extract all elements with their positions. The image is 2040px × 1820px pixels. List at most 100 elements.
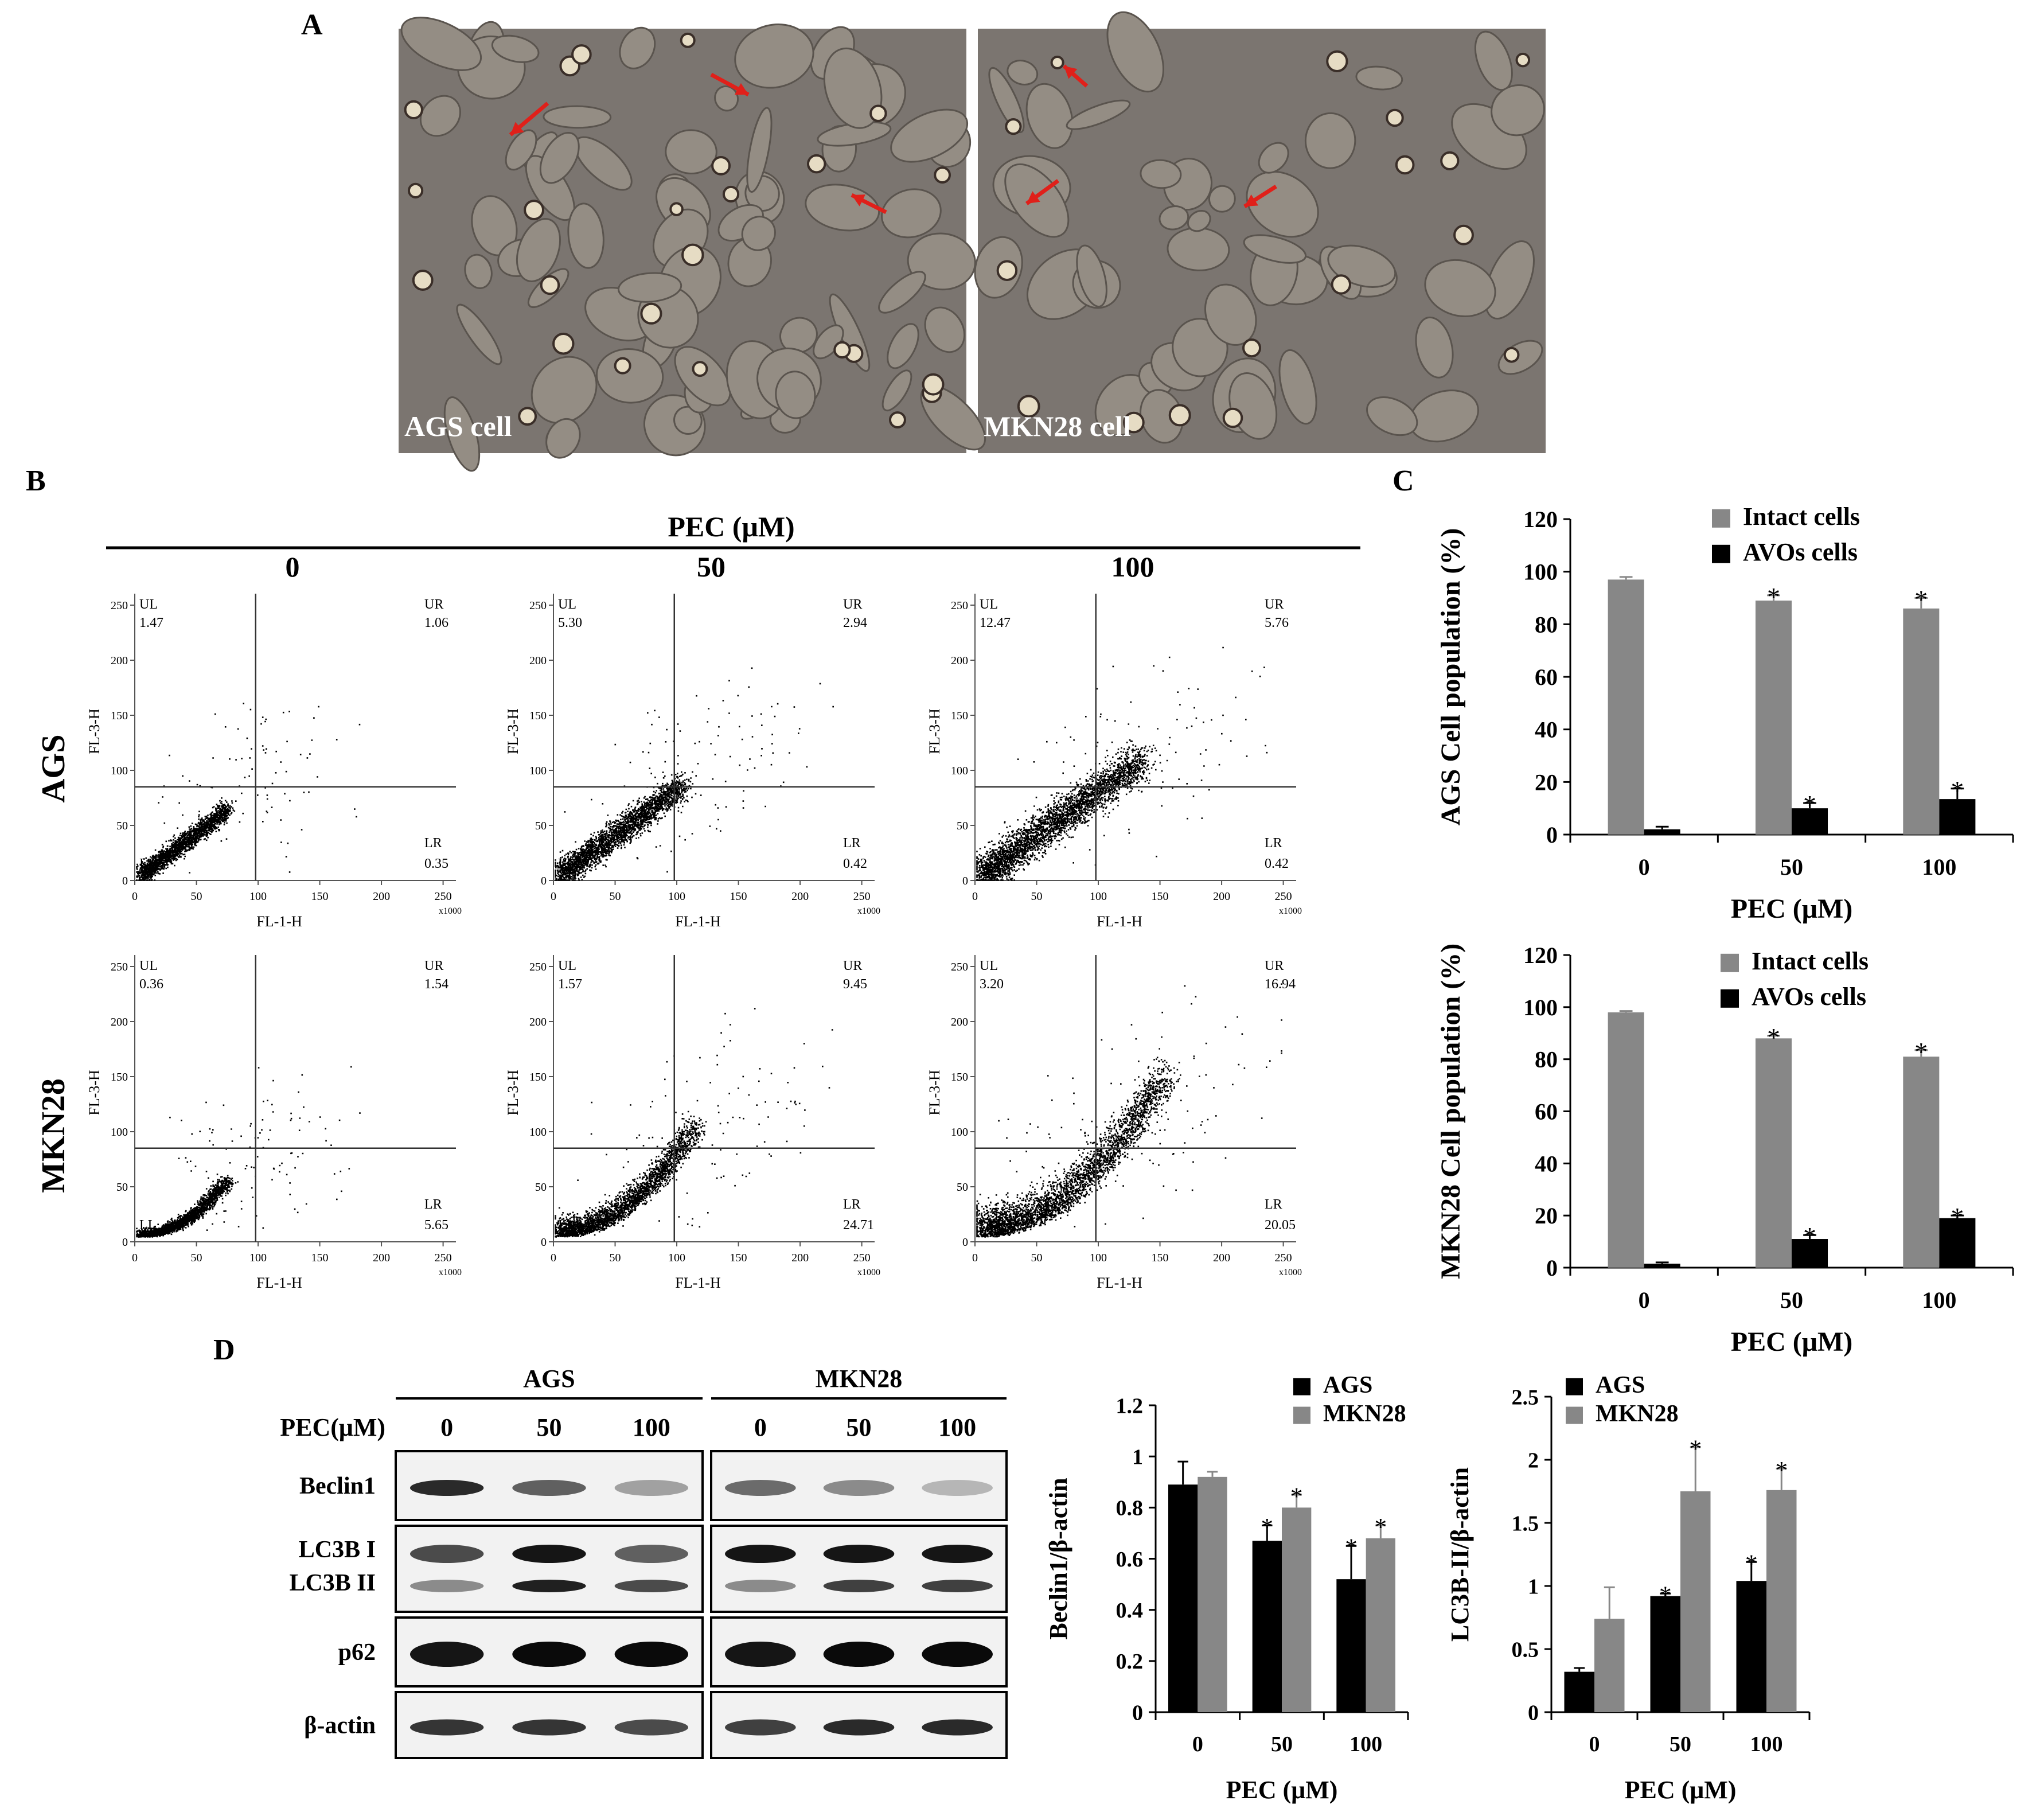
y-tick-label: 100 xyxy=(111,1126,128,1139)
quadrant-ll-label: LL xyxy=(139,1218,156,1233)
x-tick-label: 250 xyxy=(1275,890,1292,903)
quadrant-lr-value: 0.42 xyxy=(843,856,867,871)
quadrant-ur-label: UR xyxy=(1265,958,1284,973)
arrow-head xyxy=(1064,66,1078,79)
quadrant-ul-label: UL xyxy=(139,597,158,612)
adherent-cell xyxy=(746,107,773,193)
x-axis-label: FL-1-H xyxy=(256,1275,302,1291)
significance-marker: * xyxy=(1290,1483,1303,1510)
adherent-cell xyxy=(881,369,912,412)
rounded-cell xyxy=(1005,118,1022,135)
legend-label: MKN28 xyxy=(1596,1401,1679,1427)
rounded-cell xyxy=(888,411,906,429)
quadrant-lr-label: LR xyxy=(843,1197,861,1212)
rounded-cell xyxy=(524,200,544,220)
y-tick-label: 0 xyxy=(541,1236,547,1249)
y-tick-label: 2 xyxy=(1528,1448,1539,1472)
legend-swatch xyxy=(1721,989,1739,1008)
x-tick-label: 150 xyxy=(730,890,747,903)
blot-band xyxy=(409,1642,484,1667)
quadrant-ur-value: 16.94 xyxy=(1265,977,1296,992)
adherent-cell xyxy=(1246,170,1319,238)
x-axis-label: PEC (μM) xyxy=(1625,1776,1737,1804)
x-tick-label: 250 xyxy=(853,890,871,903)
quadrant-ur-label: UR xyxy=(424,597,443,612)
y-tick-label: 100 xyxy=(1523,995,1558,1020)
bar xyxy=(1282,1507,1312,1712)
rounded-cell xyxy=(1395,155,1415,175)
quadrant-ul-label: UL xyxy=(558,958,576,973)
adherent-cell xyxy=(539,131,580,184)
y-tick-label: 50 xyxy=(957,1181,968,1194)
legend-label: AVOs cells xyxy=(1752,983,1866,1011)
flow-plot-mkn28-0: 0 50 100 150 200 250 0 50 100 150 200 250 x1000 FL-1-… xyxy=(86,955,462,1291)
adherent-cell xyxy=(505,129,537,171)
adherent-cell xyxy=(516,218,561,282)
x-tick-label: 200 xyxy=(373,1252,390,1264)
quadrant-lr-label: LR xyxy=(843,836,861,851)
rounded-cell xyxy=(1017,395,1040,418)
x-multiplier: x1000 xyxy=(857,1268,880,1277)
quadrant-ll-label: LL xyxy=(980,856,996,871)
significance-marker: * xyxy=(1914,1037,1928,1066)
y-tick-label: 200 xyxy=(529,654,547,667)
arrow-head xyxy=(510,122,524,135)
y-tick-label: 0 xyxy=(122,875,128,887)
blot-row-label: p62 xyxy=(338,1639,376,1666)
quadrant-lr-value: 20.05 xyxy=(1265,1218,1296,1233)
blot-band xyxy=(512,1545,586,1563)
rounded-cell xyxy=(692,361,708,377)
panel-letter-a: A xyxy=(301,9,323,41)
bar xyxy=(1755,1038,1792,1268)
significance-marker: * xyxy=(1767,582,1780,611)
flow-cytometry-grid: 0 50 100 150 200 250 0 50 100 150 200 250 x1000 FL-1-… xyxy=(86,594,1302,1291)
adherent-cell xyxy=(823,47,883,129)
y-tick-label: 200 xyxy=(111,1016,128,1028)
adherent-cell xyxy=(741,216,776,251)
y-tick-label: 0.2 xyxy=(1116,1650,1144,1674)
bar xyxy=(1608,579,1644,835)
blot-lane-label: 100 xyxy=(938,1413,976,1441)
y-tick-label: 1.2 xyxy=(1116,1394,1144,1418)
blot-lane-label: 50 xyxy=(537,1413,562,1441)
panel-b-title: PEC (μM) xyxy=(668,510,794,543)
quadrant-ul-label: UL xyxy=(980,958,998,973)
blot-band xyxy=(823,1580,895,1592)
blot-band xyxy=(922,1719,993,1736)
micrograph-mkn28-label: MKN28 cell xyxy=(984,410,1131,442)
x-tick-label: 100 xyxy=(1922,854,1956,880)
adherent-cell xyxy=(924,306,966,353)
quadrant-ul-value: 3.20 xyxy=(980,977,1004,992)
bar xyxy=(1644,829,1680,835)
blot-band xyxy=(922,1545,993,1563)
x-tick-label: 50 xyxy=(1670,1732,1691,1756)
y-tick-label: 1.5 xyxy=(1512,1511,1539,1535)
quadrant-ur-label: UR xyxy=(424,958,443,973)
y-tick-label: 200 xyxy=(111,654,128,667)
y-tick-label: 100 xyxy=(529,765,547,777)
adherent-cell xyxy=(400,17,482,71)
y-tick-label: 150 xyxy=(951,1071,968,1084)
x-axis-label: PEC (μM) xyxy=(1731,1327,1852,1357)
adherent-cell xyxy=(1066,99,1131,130)
adherent-cell xyxy=(1355,65,1403,91)
x-tick-label: 200 xyxy=(1213,890,1230,903)
x-axis-label: FL-1-H xyxy=(1097,1275,1142,1291)
adherent-cell xyxy=(1208,185,1236,213)
y-tick-label: 120 xyxy=(1523,506,1558,532)
significance-marker: * xyxy=(1345,1534,1358,1561)
y-axis-label: FL-3-H xyxy=(505,1070,521,1116)
y-tick-label: 0 xyxy=(1132,1701,1143,1725)
blot-dose-label: PEC(μM) xyxy=(280,1413,385,1441)
significance-marker: * xyxy=(1374,1513,1387,1541)
rounded-cell xyxy=(404,100,423,120)
x-tick-label: 50 xyxy=(1780,854,1803,880)
y-tick-label: 1 xyxy=(1132,1445,1143,1469)
x-tick-label: 100 xyxy=(668,1252,685,1264)
significance-marker: * xyxy=(1659,1581,1672,1609)
bar xyxy=(1903,608,1940,835)
scatter-dots xyxy=(976,983,1282,1238)
y-tick-label: 60 xyxy=(1535,1099,1558,1125)
y-tick-label: 150 xyxy=(529,710,547,722)
